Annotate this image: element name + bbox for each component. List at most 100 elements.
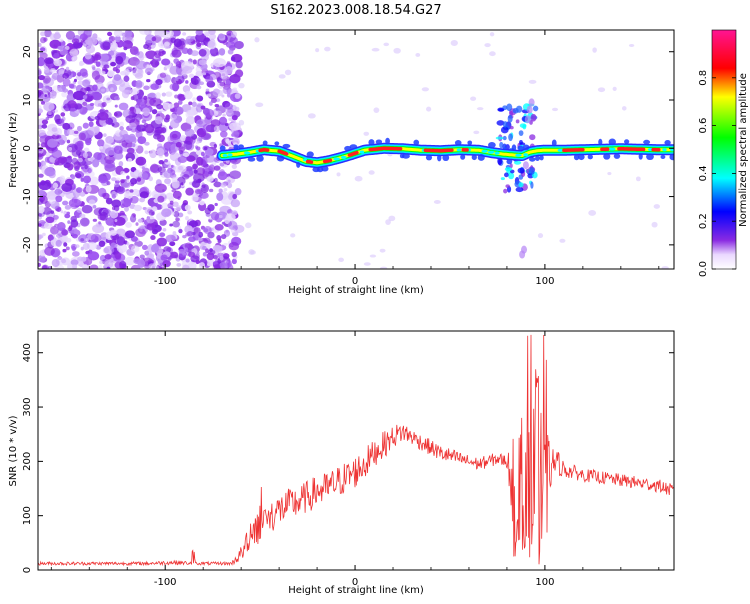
noise-blob xyxy=(204,226,212,234)
faint-blob xyxy=(372,48,380,52)
noise-blob xyxy=(107,32,112,36)
noise-blob xyxy=(196,66,202,73)
noise-blob xyxy=(166,235,176,243)
noise-blob xyxy=(59,38,63,42)
noise-blob xyxy=(175,217,180,221)
noise-blob xyxy=(170,252,178,259)
ridge-edge-blob xyxy=(661,155,666,159)
noise-blob xyxy=(125,222,132,228)
noise-blob xyxy=(187,231,193,237)
noise-blob xyxy=(185,110,193,118)
spectrogram-x-axis-label: Height of straight line (km) xyxy=(288,285,424,296)
noise-blob xyxy=(92,71,100,80)
noise-blob xyxy=(46,152,51,157)
noise-blob xyxy=(56,234,61,238)
noise-blob xyxy=(139,26,149,35)
faint-blob xyxy=(538,233,543,238)
noise-blob xyxy=(97,139,105,147)
ridge-edge-blob xyxy=(646,153,654,160)
disturbance-blob xyxy=(529,167,535,175)
noise-blob xyxy=(189,74,194,78)
noise-blob xyxy=(113,74,121,81)
ridge-core-segment xyxy=(325,160,331,161)
ridge-edge-blob xyxy=(603,153,610,159)
noise-blob xyxy=(132,143,136,147)
noise-blob xyxy=(198,138,202,142)
noise-blob xyxy=(195,189,202,194)
noise-blob xyxy=(176,205,182,210)
noise-blob xyxy=(144,142,149,146)
noise-blob xyxy=(135,222,138,226)
faint-blob xyxy=(308,113,316,118)
noise-blob xyxy=(66,212,70,215)
disturbance-blob xyxy=(522,124,526,129)
noise-blob xyxy=(35,68,41,76)
faint-blob xyxy=(355,176,363,182)
noise-blob xyxy=(213,181,221,187)
noise-blob xyxy=(219,262,227,269)
noise-blob xyxy=(84,87,89,91)
faint-blob xyxy=(592,47,597,52)
noise-blob xyxy=(162,92,166,96)
noise-blob xyxy=(165,91,172,97)
noise-blob xyxy=(207,252,215,260)
disturbance-blob xyxy=(508,115,513,123)
noise-blob xyxy=(68,147,72,151)
noise-blob xyxy=(157,237,167,246)
noise-blob xyxy=(42,119,48,124)
noise-blob xyxy=(60,112,65,116)
noise-blob xyxy=(62,123,70,130)
noise-blob xyxy=(82,80,90,87)
noise-blob xyxy=(50,68,56,73)
disturbance-blob xyxy=(496,137,504,140)
noise-blob xyxy=(171,50,181,58)
noise-blob xyxy=(186,258,190,262)
noise-blob xyxy=(170,114,177,120)
faint-blob xyxy=(629,44,634,47)
noise-blob xyxy=(136,157,147,166)
noise-blob xyxy=(126,242,129,246)
noise-blob xyxy=(199,201,205,206)
noise-blob xyxy=(78,80,83,85)
disturbance-blob xyxy=(533,106,538,112)
noise-blob xyxy=(155,92,161,99)
noise-blob xyxy=(175,77,178,81)
ridge-core-segment xyxy=(349,153,357,155)
snr-y-tick-label: 400 xyxy=(22,343,33,362)
noise-blob xyxy=(52,127,58,132)
noise-blob xyxy=(182,265,189,272)
noise-blob xyxy=(62,249,66,252)
noise-blob xyxy=(127,158,132,162)
noise-blob xyxy=(157,196,164,203)
noise-blob xyxy=(92,67,95,71)
noise-blob xyxy=(77,126,82,131)
noise-blob xyxy=(182,32,186,36)
ridge-highlight-blob xyxy=(360,150,364,153)
noise-blob xyxy=(125,115,135,123)
ridge-core-segment xyxy=(308,162,312,163)
noise-blob xyxy=(36,108,43,113)
noise-blob xyxy=(204,109,214,118)
noise-blob xyxy=(109,36,114,41)
noise-blob xyxy=(199,59,207,65)
spectrogram-y-tick-label: -20 xyxy=(22,237,33,253)
noise-blob xyxy=(142,166,145,169)
noise-blob xyxy=(79,132,86,140)
noise-blob xyxy=(86,45,95,53)
noise-blob xyxy=(110,230,117,236)
noise-blob xyxy=(121,200,124,204)
noise-blob xyxy=(39,181,52,190)
noise-blob xyxy=(77,208,83,213)
noise-blob xyxy=(161,255,168,261)
noise-blob xyxy=(124,75,130,82)
noise-blob xyxy=(164,159,168,163)
ridge-edge-blob xyxy=(488,142,496,148)
snr-y-tick-label: 100 xyxy=(22,506,33,525)
noise-blob xyxy=(67,220,70,224)
noise-blob xyxy=(126,175,130,179)
noise-blob xyxy=(225,123,228,126)
noise-blob xyxy=(219,163,224,167)
noise-blob xyxy=(181,47,188,54)
noise-blob xyxy=(196,42,201,47)
ridge-edge-blob xyxy=(455,140,462,145)
